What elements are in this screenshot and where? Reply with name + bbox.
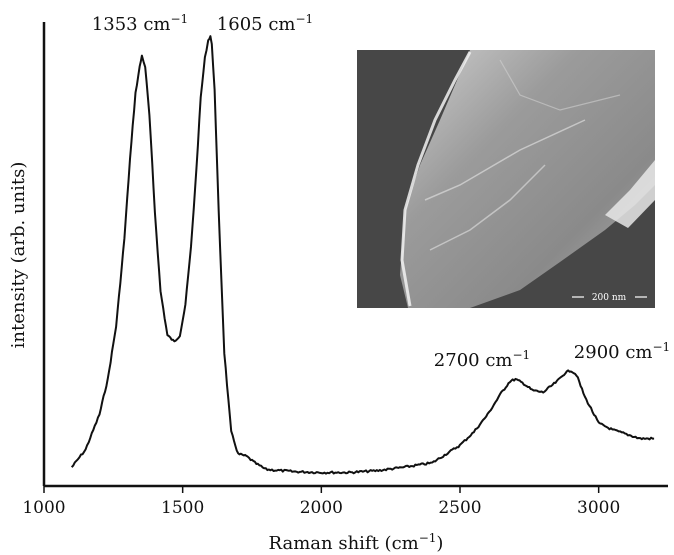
x-tick-label: 2000 bbox=[300, 498, 343, 518]
peak-labels: 1353 cm−1 1605 cm−1 2700 cm−1 2900 cm−1 bbox=[92, 12, 670, 371]
x-ticks: 1000 1500 2000 2500 3000 bbox=[22, 486, 620, 518]
x-tick-label: 1500 bbox=[161, 498, 204, 518]
x-axis-title: Raman shift (cm−1) bbox=[269, 531, 444, 554]
inset-flake bbox=[400, 50, 655, 308]
peak-label-1605: 1605 cm−1 bbox=[217, 12, 313, 35]
sem-inset: 200 nm bbox=[357, 50, 655, 308]
peak-label-2700: 2700 cm−1 bbox=[434, 348, 530, 371]
x-tick-label: 3000 bbox=[577, 498, 620, 518]
y-axis-title: intensity (arb. units) bbox=[8, 162, 29, 349]
peak-label-1353: 1353 cm−1 bbox=[92, 12, 188, 35]
scale-bar-label: 200 nm bbox=[592, 293, 627, 303]
inset-bright-corner bbox=[605, 160, 655, 228]
inset-edge-highlight bbox=[400, 51, 472, 307]
inset-fold-1 bbox=[424, 119, 586, 201]
peak-label-2900: 2900 cm−1 bbox=[574, 340, 670, 363]
inset-fold-2 bbox=[429, 164, 546, 251]
inset-fold-3 bbox=[499, 59, 621, 111]
spectrum-line bbox=[70, 35, 655, 475]
x-tick-label: 1000 bbox=[22, 498, 65, 518]
x-tick-label: 2500 bbox=[438, 498, 481, 518]
